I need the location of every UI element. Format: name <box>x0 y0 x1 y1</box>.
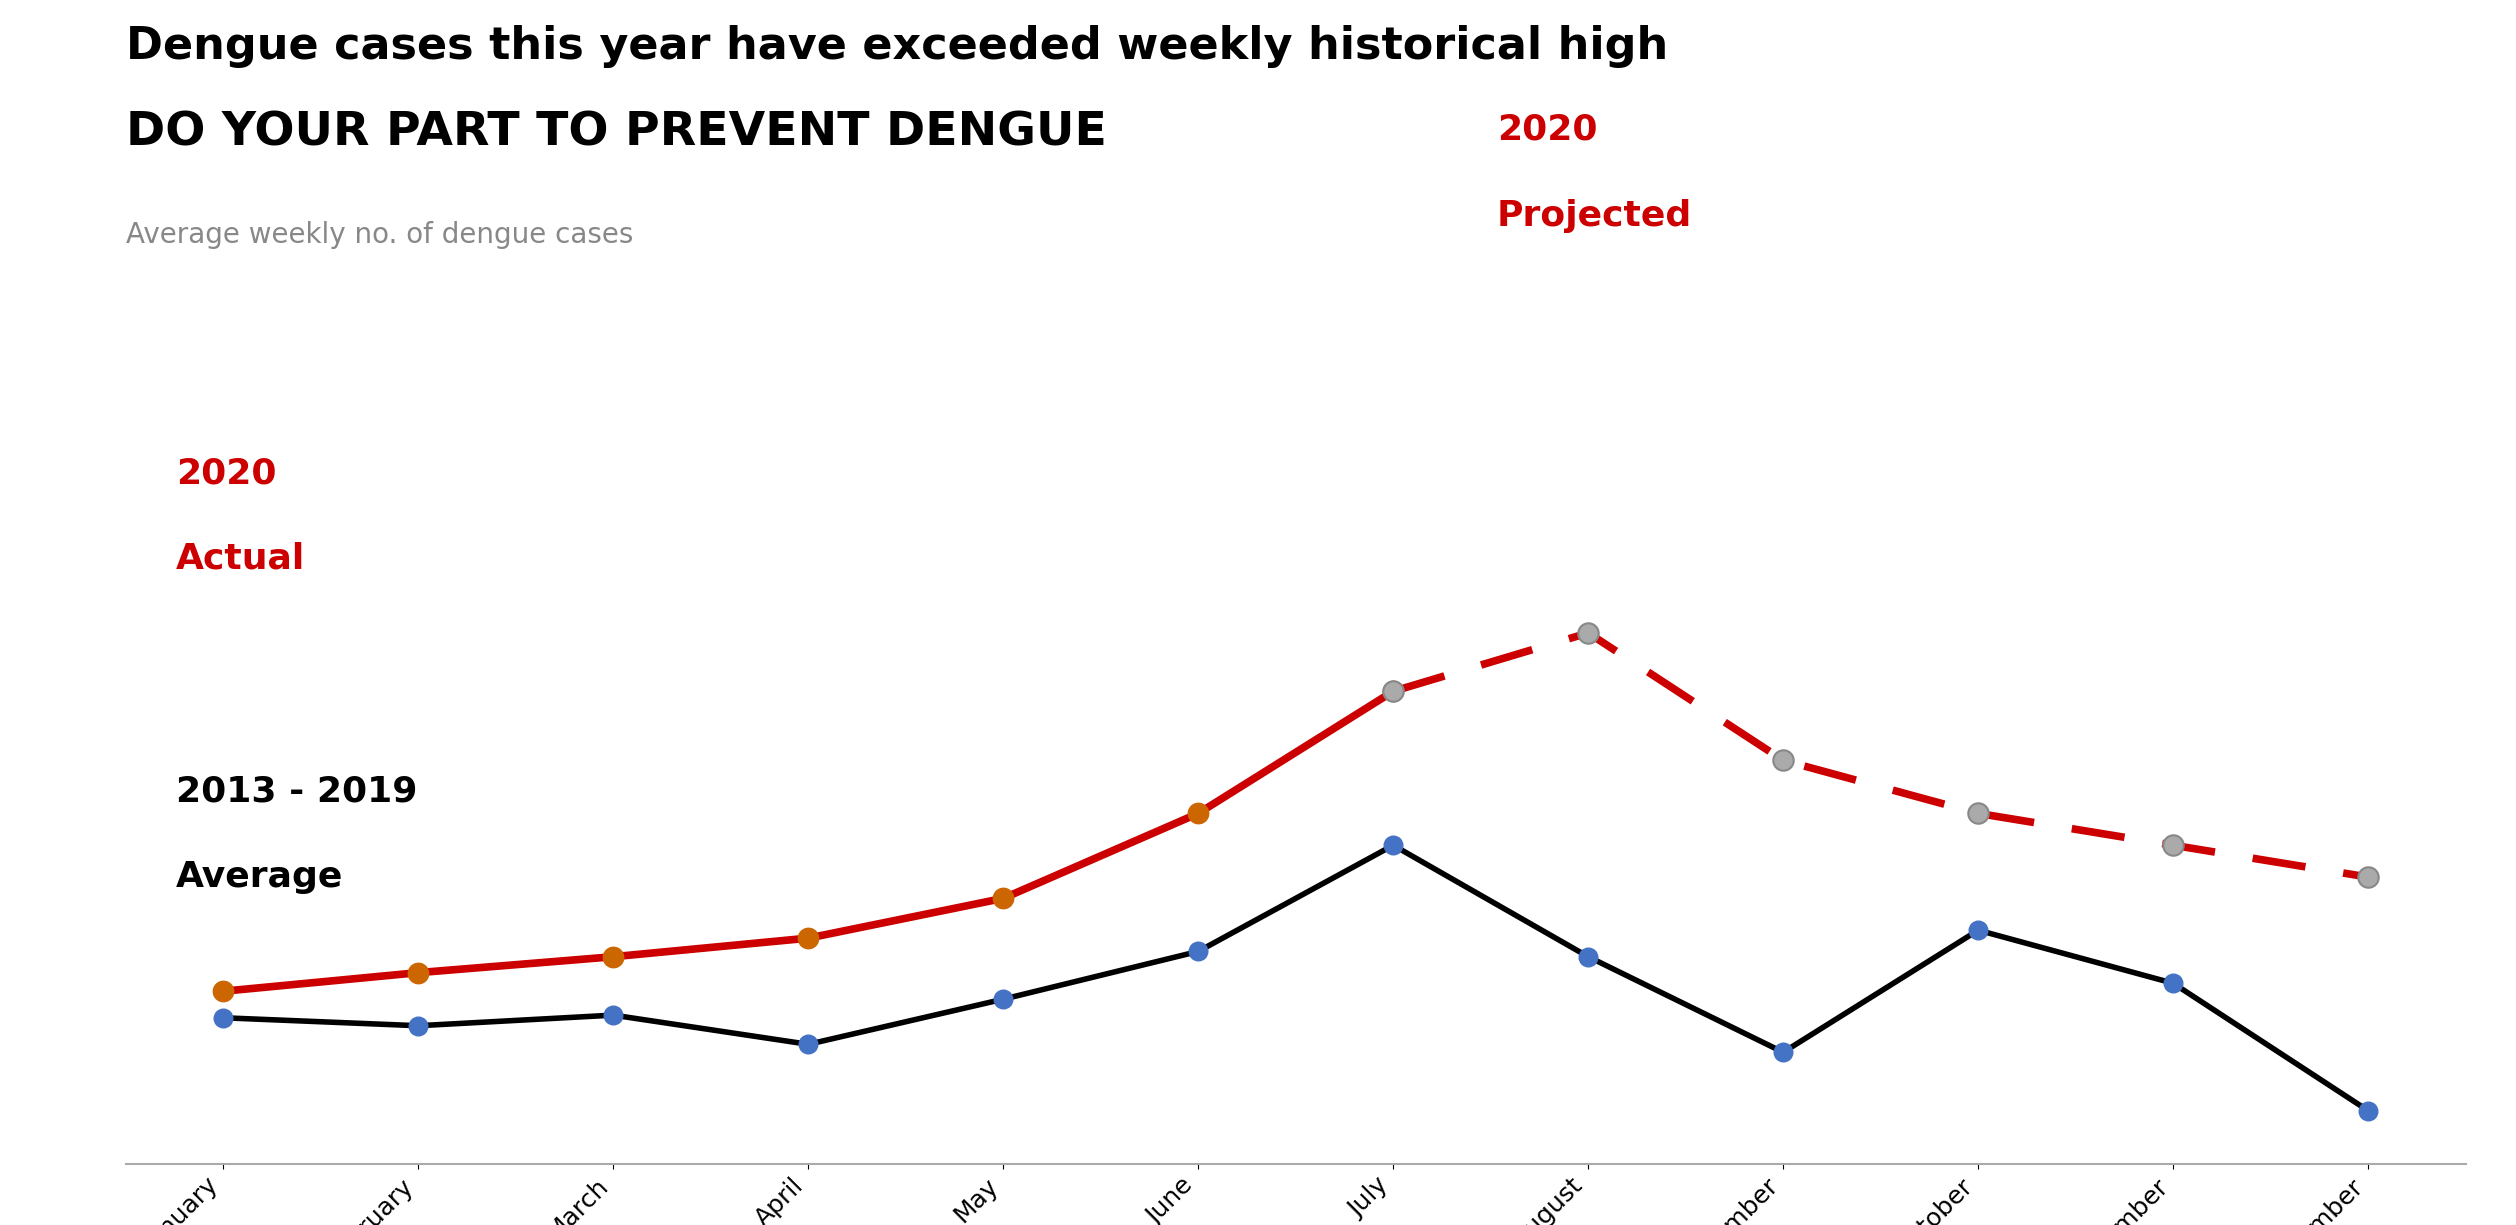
Point <box>594 1006 634 1025</box>
Text: 2020: 2020 <box>176 456 277 490</box>
Point <box>398 1016 438 1035</box>
Point <box>1957 920 1998 940</box>
Point <box>204 1008 244 1028</box>
Point <box>204 981 244 1001</box>
Point <box>1764 1042 1804 1062</box>
Point <box>1374 681 1414 701</box>
Text: DO YOUR PART TO PREVENT DENGUE: DO YOUR PART TO PREVENT DENGUE <box>126 110 1107 156</box>
Text: 2013 - 2019: 2013 - 2019 <box>176 774 418 809</box>
Point <box>1177 942 1218 962</box>
Point <box>1567 947 1608 967</box>
Point <box>1567 624 1608 643</box>
Point <box>398 963 438 982</box>
Text: Average: Average <box>176 860 345 894</box>
Point <box>984 888 1024 908</box>
Text: Average weekly no. of dengue cases: Average weekly no. of dengue cases <box>126 220 634 249</box>
Point <box>2347 867 2388 887</box>
Text: Projected: Projected <box>1497 198 1693 233</box>
Point <box>1957 804 1998 823</box>
Point <box>1177 804 1218 823</box>
Point <box>788 929 828 948</box>
Point <box>788 1034 828 1053</box>
Text: Actual: Actual <box>176 541 304 576</box>
Text: 2020: 2020 <box>1497 113 1598 147</box>
Point <box>1764 751 1804 771</box>
Point <box>2154 974 2194 993</box>
Point <box>984 990 1024 1009</box>
Point <box>1374 835 1414 855</box>
Point <box>2154 835 2194 855</box>
Point <box>594 947 634 967</box>
Point <box>2347 1101 2388 1121</box>
Point <box>1374 681 1414 701</box>
Text: Dengue cases this year have exceeded weekly historical high: Dengue cases this year have exceeded wee… <box>126 24 1668 67</box>
